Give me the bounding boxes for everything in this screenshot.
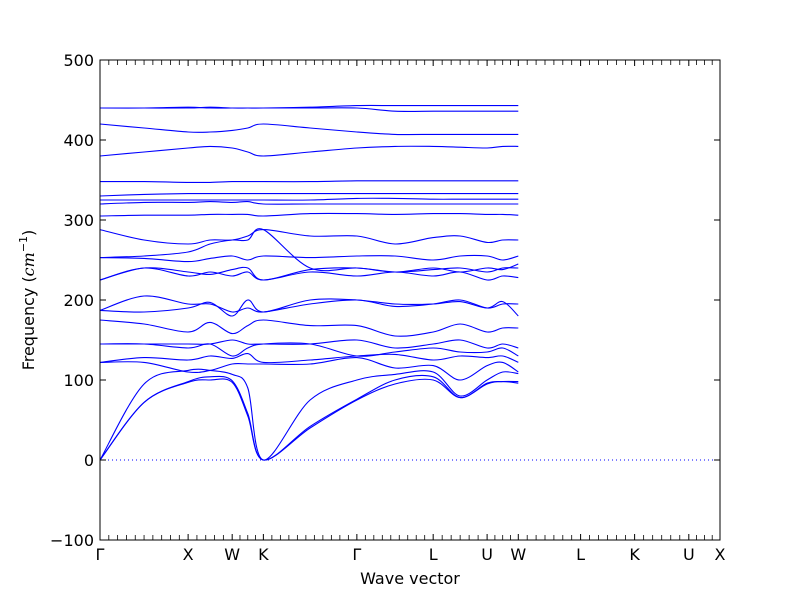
x-tick-label-w: W [510, 545, 526, 564]
phonon-band-19 [99, 180, 519, 184]
phonon-band-14 [99, 229, 519, 245]
y-axis-label-unit: cm [19, 252, 38, 276]
phonon-band-10 [99, 267, 519, 281]
phonon-band-15 [99, 212, 519, 217]
phonon-band-20 [99, 145, 519, 157]
x-axis-label: Wave vector [360, 569, 460, 588]
phonon-band-1 [99, 375, 519, 461]
phonon-band-23 [99, 106, 519, 112]
y-axis: −100 0 100 200 300 400 500 [50, 51, 720, 550]
y-axis-label-exponent: −1 [17, 236, 30, 252]
y-tick-label: 100 [63, 371, 94, 390]
y-tick-label: 300 [63, 211, 94, 230]
x-tick-label-k: K [258, 545, 269, 564]
phonon-band-17 [100, 197, 519, 201]
phonon-band-7 [99, 319, 519, 337]
x-tick-label-gamma: Γ [96, 545, 105, 564]
phonon-band-6 [99, 339, 519, 349]
x-tick-label-k: K [629, 545, 640, 564]
y-tick-label: 500 [63, 51, 94, 70]
phonon-band-8 [99, 295, 519, 313]
phonon-band-4 [99, 353, 519, 364]
x-tick-label-u: U [481, 545, 493, 564]
y-axis-label-main: Frequency ( [19, 276, 38, 370]
x-tick-label-u: U [683, 545, 695, 564]
plot-area [99, 104, 720, 461]
phonon-band-16 [99, 200, 519, 205]
phonon-band-13 [99, 228, 519, 273]
y-tick-label: 200 [63, 291, 94, 310]
x-tick-label-w: W [224, 545, 240, 564]
phonon-band-2 [99, 368, 519, 461]
x-tick-label-l: L [429, 545, 438, 564]
phonon-band-11 [99, 266, 519, 281]
x-tick-label-l: L [576, 545, 585, 564]
x-tick-label-x: X [715, 545, 726, 564]
y-axis-label: Frequency (cm−1) [17, 230, 38, 371]
y-axis-label-close: ) [19, 230, 38, 236]
y-tick-label: 0 [84, 451, 94, 470]
y-tick-label: −100 [50, 531, 94, 550]
phonon-band-9 [99, 298, 519, 317]
phonon-band-21 [99, 123, 519, 136]
phonon-band-3 [99, 357, 519, 381]
phonon-band-12 [99, 254, 519, 263]
x-tick-label-x: X [183, 545, 194, 564]
x-tick-label-gamma: Γ [352, 545, 361, 564]
phonon-band-18 [99, 193, 519, 197]
y-tick-label: 400 [63, 131, 94, 150]
